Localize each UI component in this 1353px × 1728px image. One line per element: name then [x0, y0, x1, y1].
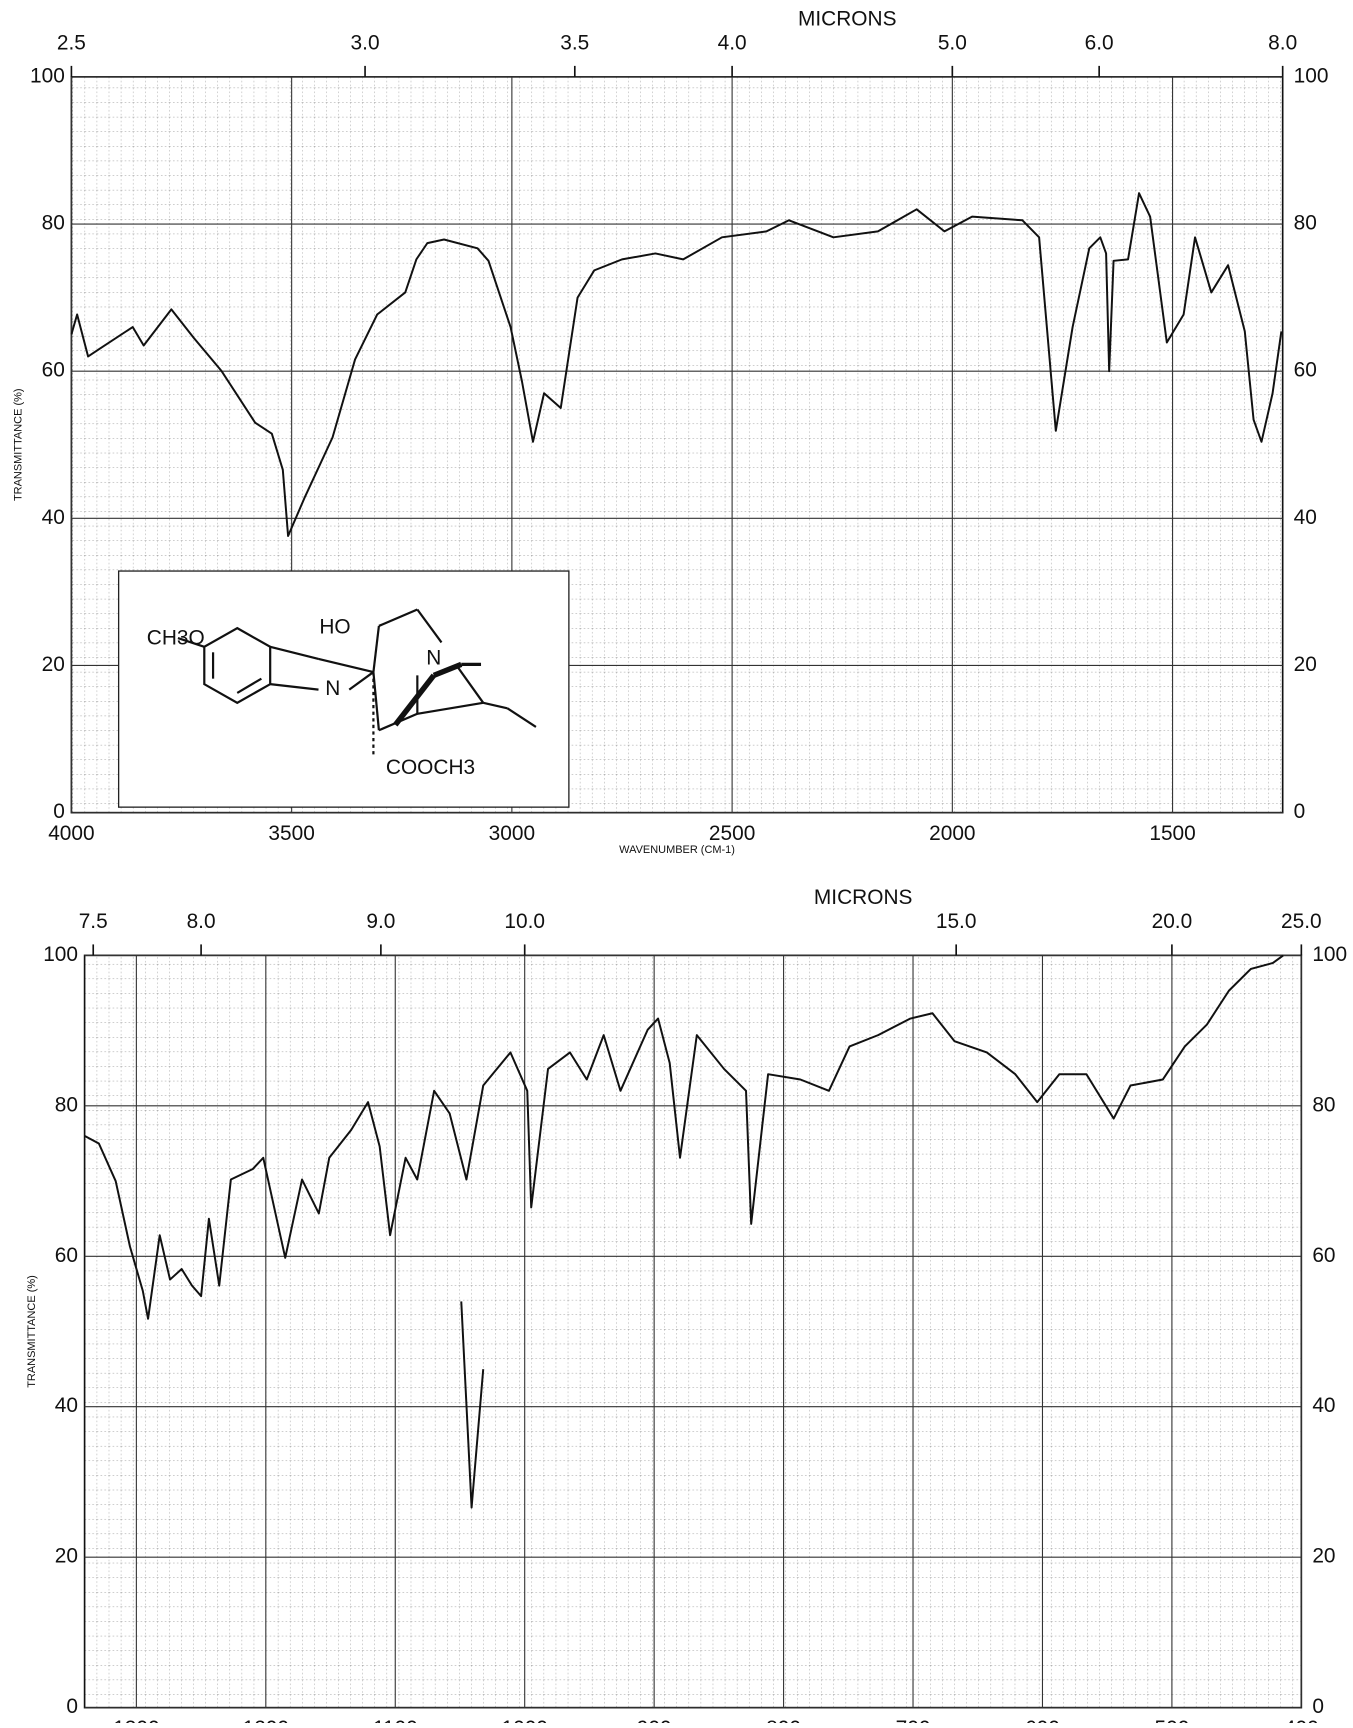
y-tick-label: 100: [30, 64, 65, 87]
y-tick-label: 0: [53, 800, 65, 823]
x-tick-label: 700: [896, 1717, 931, 1723]
y-tick-label: 0: [66, 1695, 78, 1718]
spectrum-line: [460, 1301, 485, 1509]
structure-drawing: [177, 608, 537, 756]
y-tick-label-right: 0: [1294, 800, 1306, 823]
x-axis-title: WAVENUMBER (CM-1): [619, 844, 735, 856]
y-tick-label-right: 40: [1294, 506, 1317, 529]
x2-tick-label: 25.0: [1281, 910, 1322, 933]
spectrum-line: [84, 954, 1284, 1320]
structure-inset: CH3O HO N N COOCH3: [117, 570, 570, 808]
x-tick-label: 1200: [243, 1717, 289, 1723]
x2-tick-label: 9.0: [366, 910, 395, 933]
inset-box: [117, 570, 570, 808]
x2-tick-label: 7.5: [79, 910, 108, 933]
y-tick-label: 80: [42, 212, 65, 235]
x-tick-label: 900: [637, 1717, 672, 1723]
x-tick-label: 1000: [501, 1717, 547, 1723]
x2-tick-label: 15.0: [936, 910, 977, 933]
y-tick-label: 40: [55, 1394, 78, 1417]
y-tick-label-right: 20: [1312, 1545, 1335, 1568]
x2-tick-label: 20.0: [1152, 910, 1193, 933]
x2-tick-label: 8.0: [187, 910, 216, 933]
y-tick-label-right: 80: [1312, 1093, 1335, 1116]
x2-axis-title: MICRONS: [798, 7, 897, 30]
x-tick-label: 2000: [929, 822, 975, 845]
y-tick-label-right: 100: [1312, 943, 1347, 966]
y-tick-label: 80: [55, 1093, 78, 1116]
x-tick-label: 800: [766, 1717, 801, 1723]
y-tick-label-right: 60: [1312, 1244, 1335, 1267]
x2-tick-label: 3.0: [351, 31, 380, 54]
structure-label: N: [426, 646, 441, 669]
minor-grid: [84, 955, 1302, 1708]
y-tick-label-right: 80: [1294, 212, 1317, 235]
x2-tick-label: 2.5: [57, 31, 86, 54]
x2-tick-label: 4.0: [718, 31, 747, 54]
y-tick-label-right: 0: [1312, 1695, 1324, 1718]
x-tick-label: 1300: [113, 1717, 159, 1723]
structure-label: CH3O: [147, 627, 205, 650]
structure-label: N: [325, 677, 340, 700]
x-tick-label: 600: [1025, 1717, 1060, 1723]
x2-tick-label: 3.5: [560, 31, 589, 54]
y-tick-label: 40: [42, 506, 65, 529]
y-tick-label-right: 60: [1294, 359, 1317, 382]
x-tick-label: 1500: [1149, 822, 1195, 845]
x2-axis-title: MICRONS: [814, 886, 913, 909]
y-tick-label: 20: [42, 653, 65, 676]
x-tick-label: 1100: [373, 1717, 418, 1723]
y-tick-label: 100: [43, 943, 78, 966]
y-tick-label: 20: [55, 1545, 78, 1568]
x2-tick-label: 8.0: [1268, 31, 1297, 54]
y-tick-label: 60: [42, 359, 65, 382]
x2-tick-label: 10.0: [504, 910, 545, 933]
y-axis-title: TRANSMITTANCE (%): [13, 388, 25, 501]
x-tick-label: 4000: [48, 822, 94, 845]
y-tick-label: 60: [55, 1244, 78, 1267]
x-tick-label: 3500: [268, 822, 314, 845]
structure-label: COOCH3: [386, 756, 475, 779]
x-tick-label: 3000: [489, 822, 535, 845]
x-tick-label: 2500: [709, 822, 755, 845]
x-tick-label: 500: [1155, 1717, 1190, 1723]
y-tick-label-right: 40: [1312, 1394, 1335, 1417]
structure-label: HO: [319, 616, 350, 639]
y-axis-title: TRANSMITTANCE (%): [26, 1275, 38, 1388]
x-tick-label: 400: [1284, 1717, 1319, 1723]
x2-tick-label: 5.0: [938, 31, 967, 54]
x2-tick-label: 6.0: [1085, 31, 1114, 54]
y-tick-label-right: 20: [1294, 653, 1317, 676]
spectrum-line: [70, 192, 1283, 537]
y-tick-label-right: 100: [1294, 64, 1329, 87]
